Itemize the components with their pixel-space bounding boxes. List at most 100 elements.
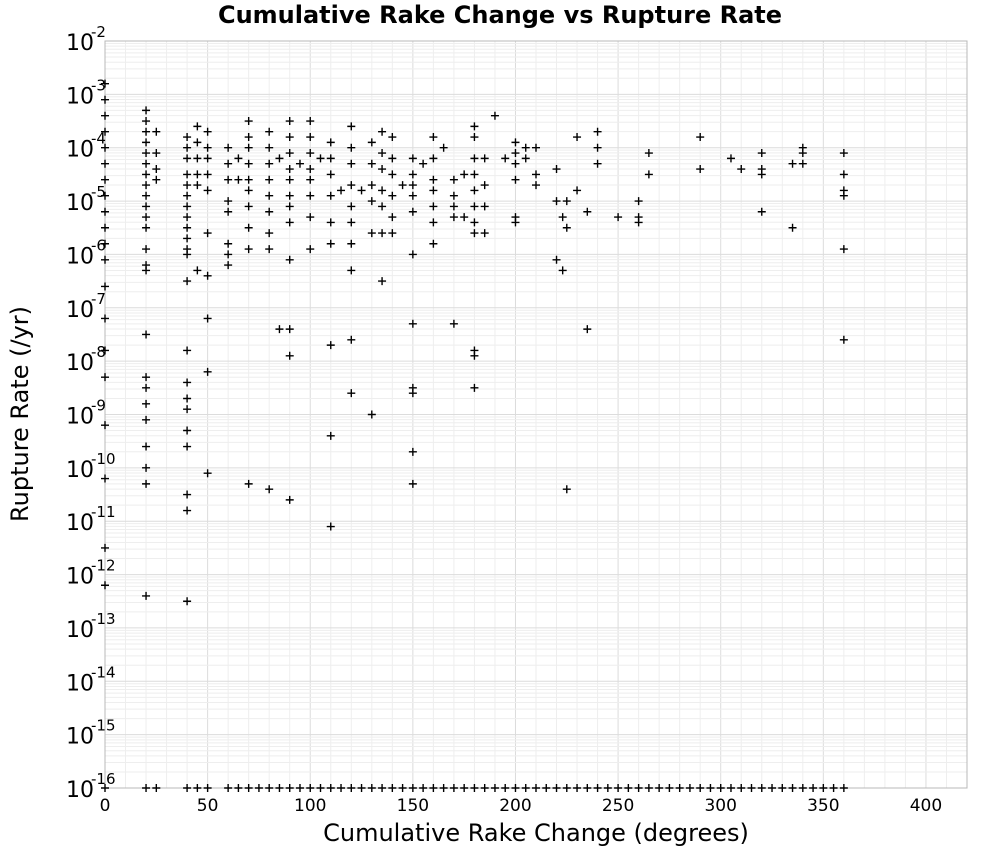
data-point	[809, 784, 818, 792]
data-point	[819, 784, 828, 792]
data-point	[408, 191, 417, 200]
data-point	[737, 165, 746, 174]
data-point	[244, 479, 253, 488]
data-point	[203, 271, 212, 280]
data-point	[480, 229, 489, 238]
data-point	[285, 165, 294, 174]
data-point	[429, 202, 438, 211]
data-point	[183, 213, 192, 222]
data-point	[726, 784, 735, 792]
data-point	[152, 784, 161, 792]
data-point	[285, 351, 294, 360]
data-point	[326, 522, 335, 531]
data-point	[388, 170, 397, 179]
data-point	[224, 207, 233, 216]
data-point	[101, 223, 109, 232]
data-point	[285, 325, 294, 334]
data-point	[378, 186, 387, 195]
data-point	[152, 149, 161, 158]
data-point	[388, 133, 397, 142]
data-point	[408, 170, 417, 179]
data-point	[142, 202, 151, 211]
data-point	[388, 213, 397, 222]
data-point	[573, 133, 582, 142]
data-point	[367, 197, 376, 206]
data-point	[285, 202, 294, 211]
data-point	[101, 543, 109, 552]
data-point	[183, 426, 192, 435]
data-point	[367, 784, 376, 792]
y-tick-label: 10-9	[66, 397, 106, 430]
data-point	[737, 784, 746, 792]
data-point	[285, 495, 294, 504]
data-point	[101, 159, 109, 168]
data-point	[203, 367, 212, 376]
data-point	[183, 394, 192, 403]
data-point	[142, 181, 151, 190]
data-point	[101, 191, 109, 200]
data-point	[388, 154, 397, 163]
data-point	[234, 784, 243, 792]
data-point	[193, 122, 202, 131]
data-point	[470, 351, 479, 360]
data-point	[183, 223, 192, 232]
data-point	[593, 784, 602, 792]
data-point	[285, 149, 294, 158]
y-tick-label: 10-14	[66, 663, 116, 696]
data-point	[203, 784, 212, 792]
data-point	[142, 117, 151, 126]
y-tick-exponent: -8	[91, 343, 106, 361]
data-point	[285, 784, 294, 792]
data-point	[347, 784, 356, 792]
data-point	[408, 250, 417, 259]
data-point	[234, 175, 243, 184]
y-tick-base: 10	[66, 778, 94, 803]
data-point	[490, 784, 499, 792]
data-point	[798, 159, 807, 168]
data-point	[265, 143, 274, 152]
data-point	[449, 784, 458, 792]
data-point	[634, 197, 643, 206]
y-tick-label: 10-11	[66, 503, 116, 536]
data-point	[470, 186, 479, 195]
data-point	[224, 261, 233, 270]
data-point	[470, 784, 479, 792]
data-point	[429, 175, 438, 184]
data-point	[542, 784, 551, 792]
data-point	[378, 127, 387, 136]
data-point	[101, 127, 109, 136]
data-point	[408, 784, 417, 792]
data-point	[101, 207, 109, 216]
data-point	[193, 170, 202, 179]
data-point	[326, 784, 335, 792]
data-point	[142, 223, 151, 232]
y-tick-exponent: -4	[91, 130, 106, 148]
y-tick-exponent: -5	[91, 183, 106, 201]
y-tick-label: 10-6	[66, 236, 106, 269]
data-point	[285, 175, 294, 184]
data-point	[706, 784, 715, 792]
data-point	[716, 784, 725, 792]
data-point	[573, 186, 582, 195]
data-point	[101, 111, 109, 120]
data-point	[378, 149, 387, 158]
data-point	[244, 186, 253, 195]
y-tick-base: 10	[66, 565, 94, 590]
data-point	[798, 149, 807, 158]
x-tick-label: 200	[499, 796, 531, 816]
data-point	[142, 170, 151, 179]
data-point	[839, 335, 848, 344]
data-point	[757, 207, 766, 216]
y-tick-base: 10	[66, 511, 94, 536]
data-point	[142, 330, 151, 339]
data-point	[378, 202, 387, 211]
y-tick-exponent: -12	[91, 557, 116, 575]
data-point	[378, 165, 387, 174]
data-point	[367, 229, 376, 238]
x-tick-label: 50	[197, 796, 219, 816]
data-point	[757, 170, 766, 179]
data-point	[644, 170, 653, 179]
data-point	[470, 202, 479, 211]
data-point	[388, 784, 397, 792]
data-point	[460, 784, 469, 792]
